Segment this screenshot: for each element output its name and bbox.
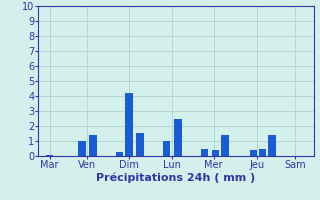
Bar (89, 135, 97, 156)
Bar (163, 141, 170, 156)
Bar (268, 135, 276, 156)
Bar (46, 154, 53, 156)
X-axis label: Précipitations 24h ( mm ): Précipitations 24h ( mm ) (96, 173, 256, 183)
Bar (136, 133, 144, 156)
Bar (174, 118, 182, 156)
Bar (201, 148, 208, 156)
Bar (78, 141, 85, 156)
Bar (116, 152, 123, 156)
Bar (259, 148, 267, 156)
Bar (250, 150, 257, 156)
Bar (221, 135, 229, 156)
Bar (125, 93, 133, 156)
Bar (212, 150, 219, 156)
